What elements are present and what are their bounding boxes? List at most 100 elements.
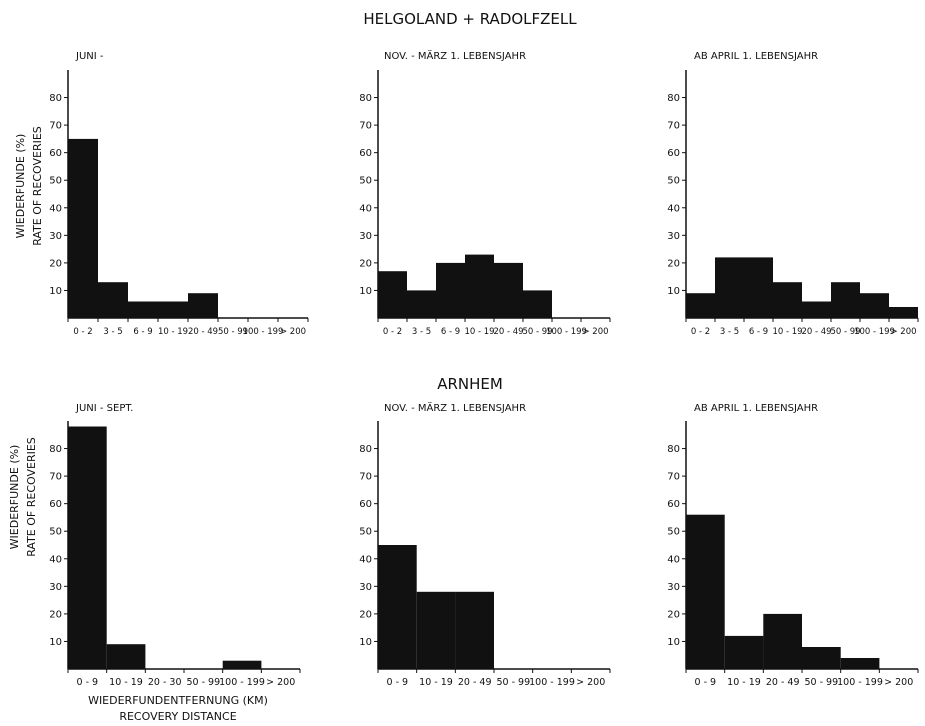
panel-title: NOV. - MÄRZ 1. LEBENSJAHR: [384, 49, 526, 62]
x-tick-label: 20 - 49: [458, 677, 492, 688]
x-tick-label: 10 - 19: [772, 327, 802, 337]
x-tick-label: 3 - 5: [412, 327, 431, 337]
x-tick-label: 0 - 9: [77, 677, 99, 688]
panel-title: AB APRIL 1. LEBENSJAHR: [694, 51, 818, 62]
bar: [686, 293, 715, 318]
y-tick-label: 60: [667, 148, 680, 159]
x-tick-label: 50 - 99: [830, 327, 860, 337]
y-tick-label: 30: [359, 231, 372, 242]
y-tick-label: 20: [667, 609, 680, 620]
x-tick-label: 50 - 99: [496, 677, 530, 688]
bar: [378, 545, 417, 669]
y-tick-label: 10: [359, 286, 372, 297]
y-tick-label: 30: [49, 582, 62, 593]
y-tick-label: 10: [667, 286, 680, 297]
bar: [378, 271, 407, 318]
top-ylabel-en: RATE OF RECOVERIES: [31, 126, 44, 246]
bar: [840, 658, 880, 669]
x-tick-label: 0 - 9: [387, 677, 409, 688]
y-tick-label: 70: [359, 121, 372, 132]
y-tick-label: 80: [667, 93, 680, 104]
y-tick-label: 30: [359, 582, 372, 593]
bar: [188, 293, 218, 318]
xlabel-de: WIEDERFUNDENTFERNUNG (KM): [88, 694, 268, 707]
y-tick-label: 10: [49, 637, 62, 648]
x-tick-label: 20 - 49: [766, 677, 800, 688]
bar: [889, 307, 918, 318]
x-tick-label: 0 - 2: [691, 327, 710, 337]
x-tick-label: 6 - 9: [133, 327, 152, 337]
panel-title: JUNI - SEPT.: [75, 403, 133, 414]
x-tick-label: 0 - 2: [73, 327, 92, 337]
bar: [802, 647, 841, 669]
y-tick-label: 80: [359, 93, 372, 104]
x-tick-label: 3 - 5: [720, 327, 739, 337]
x-tick-label: > 200: [266, 677, 295, 688]
x-tick-label: 3 - 5: [103, 327, 122, 337]
x-tick-label: 50 - 99: [522, 327, 552, 337]
x-tick-label: 0 - 9: [695, 677, 717, 688]
y-tick-label: 20: [667, 258, 680, 269]
bar: [222, 660, 262, 669]
y-tick-label: 70: [359, 472, 372, 483]
bottom-ylabel-de: WIEDERFUNDE (%): [8, 445, 21, 550]
y-tick-label: 20: [359, 609, 372, 620]
bar: [831, 282, 860, 318]
bar: [68, 426, 107, 669]
y-tick-label: 80: [667, 444, 680, 455]
x-tick-label: 100 - 199: [243, 327, 284, 337]
bar: [494, 262, 523, 318]
bottom-ylabel-en: RATE OF RECOVERIES: [25, 437, 38, 557]
panel-5: NOV. - MÄRZ 1. LEBENSJAHR 10 20 30 40 50 60 70 8…: [359, 401, 611, 688]
y-tick-label: 20: [49, 609, 62, 620]
x-tick-label: 100 - 199: [529, 677, 575, 688]
x-tick-label: > 200: [884, 677, 913, 688]
bar: [158, 301, 188, 318]
bar: [523, 290, 552, 318]
x-tick-label: 100 - 199: [219, 677, 265, 688]
bar: [860, 293, 889, 318]
y-tick-label: 50: [49, 527, 62, 538]
x-tick-label: 10 - 19: [158, 327, 188, 337]
bar: [128, 301, 158, 318]
bar: [436, 262, 465, 318]
x-tick-label: 6 - 9: [441, 327, 460, 337]
y-tick-label: 10: [359, 637, 372, 648]
panel-4: JUNI - SEPT. 10 20 30 40 50 60 70 80 0 - 9 10 - 19…: [49, 403, 301, 688]
x-tick-label: 20 - 49: [493, 327, 523, 337]
y-tick-label: 80: [49, 93, 62, 104]
y-tick-label: 70: [667, 121, 680, 132]
y-tick-label: 30: [667, 231, 680, 242]
y-tick-label: 20: [49, 258, 62, 269]
x-tick-label: > 200: [280, 327, 306, 337]
y-tick-label: 40: [49, 554, 62, 565]
bar: [407, 290, 436, 318]
panel-6: AB APRIL 1. LEBENSJAHR 10 20 30 40 50 60 70 80 0 …: [667, 403, 919, 688]
y-tick-label: 80: [359, 444, 372, 455]
y-tick-label: 40: [667, 203, 680, 214]
x-tick-label: 50 - 99: [804, 677, 838, 688]
x-tick-label: 100 - 199: [854, 327, 895, 337]
panel-1: JUNI - 10 20 30 40 50 60 70 80 0 - 2 3 - 5 6 - 9 10 …: [49, 51, 309, 337]
bar: [98, 282, 128, 318]
bar: [686, 514, 725, 669]
y-tick-label: 50: [667, 527, 680, 538]
y-tick-label: 40: [359, 203, 372, 214]
y-tick-label: 60: [359, 499, 372, 510]
xlabel-en: RECOVERY DISTANCE: [119, 710, 236, 723]
bar: [715, 257, 744, 318]
panel-title: NOV. - MÄRZ 1. LEBENSJAHR: [384, 401, 526, 414]
y-tick-label: 70: [49, 121, 62, 132]
y-tick-label: 10: [667, 637, 680, 648]
panel-title: JUNI -: [75, 51, 104, 62]
panels: JUNI - 10 20 30 40 50 60 70 80 0 - 2 3 - 5 6 - 9 10 …: [49, 49, 919, 688]
x-tick-label: 10 - 19: [727, 677, 761, 688]
x-tick-label: > 200: [576, 677, 605, 688]
y-tick-label: 60: [49, 148, 62, 159]
y-tick-label: 50: [49, 176, 62, 187]
bar: [763, 613, 802, 669]
x-tick-label: > 200: [890, 327, 916, 337]
y-tick-label: 30: [49, 231, 62, 242]
y-tick-label: 10: [49, 286, 62, 297]
